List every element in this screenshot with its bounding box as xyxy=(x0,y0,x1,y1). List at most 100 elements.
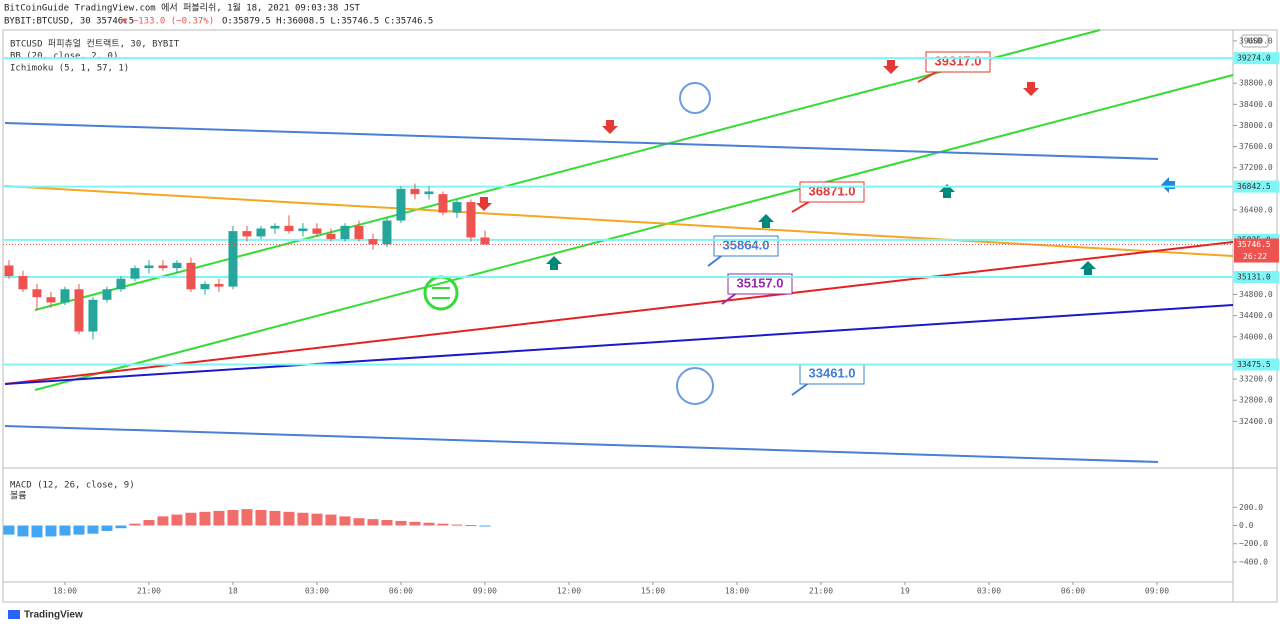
y-tick-label: 38400.0 xyxy=(1239,100,1273,109)
histogram-bar xyxy=(45,525,57,537)
emoji xyxy=(676,367,714,405)
candle-body xyxy=(200,283,210,290)
candle-body xyxy=(144,265,154,269)
y-tick-label: 0.0 xyxy=(1239,521,1254,530)
histogram-bar xyxy=(339,516,351,526)
y-tick-label: 34000.0 xyxy=(1239,332,1273,341)
y-tick-label: 38800.0 xyxy=(1239,79,1273,88)
price-label: 33475.5 xyxy=(1237,360,1271,369)
annotation-box xyxy=(925,51,991,73)
candle-body xyxy=(32,289,42,298)
arrow-down xyxy=(1023,82,1039,96)
candle-body xyxy=(60,289,70,303)
candle-body xyxy=(368,239,378,245)
histogram-bar xyxy=(437,523,449,526)
candle-body xyxy=(354,225,364,240)
candle-body xyxy=(158,265,168,269)
y-tick-label: 38000.0 xyxy=(1239,121,1273,130)
candle-body xyxy=(4,265,14,277)
x-tick-label: 15:00 xyxy=(641,587,665,596)
x-tick-label: 12:00 xyxy=(557,587,581,596)
candle-body xyxy=(382,220,392,245)
emoji xyxy=(679,82,711,114)
candle-body xyxy=(102,289,112,300)
y-tick-label: 37200.0 xyxy=(1239,163,1273,172)
annotation: 35864.0 xyxy=(723,237,770,252)
trend-line xyxy=(4,425,1159,463)
histogram-bar xyxy=(269,510,281,526)
trend-line xyxy=(34,74,1234,391)
x-tick-label: 06:00 xyxy=(1061,587,1085,596)
y-tick-label: 36400.0 xyxy=(1239,205,1273,214)
y-tick-label: 32400.0 xyxy=(1239,417,1273,426)
candle-body xyxy=(270,225,280,229)
candle-body xyxy=(298,228,308,232)
drawings xyxy=(4,29,1234,463)
price-label: 39274.0 xyxy=(1237,54,1271,63)
legend-ichimoku: Ichimoku (5, 1, 57, 1) xyxy=(10,64,129,74)
price-label-box xyxy=(1234,271,1279,284)
candle-body xyxy=(410,188,420,195)
histogram-bar xyxy=(297,512,309,526)
countdown: 26:22 xyxy=(1243,252,1267,261)
last-price: 35746.5 xyxy=(1237,240,1271,249)
x-tick-label: 21:00 xyxy=(809,587,833,596)
histogram-bar xyxy=(227,510,239,526)
legend-volume: 볼륨 xyxy=(10,491,27,502)
footer-logo: TradingView xyxy=(24,610,83,621)
histogram-bar xyxy=(101,525,113,531)
histogram-bar xyxy=(185,512,197,526)
candle-body xyxy=(256,228,266,237)
candle-body xyxy=(452,202,462,213)
candle-body xyxy=(46,297,56,303)
histogram-bar xyxy=(73,525,85,535)
annotation-box xyxy=(727,273,793,295)
symbol: BYBIT:BTCUSD, 30 35746.5 xyxy=(4,17,134,27)
candle-body xyxy=(424,191,434,195)
histogram-bar xyxy=(409,521,421,526)
candle-body xyxy=(18,276,28,290)
trend-line xyxy=(4,241,1234,385)
histogram-bar xyxy=(381,520,393,526)
arrow-down xyxy=(602,120,618,134)
histogram-bar xyxy=(115,525,127,529)
histogram-bar xyxy=(59,525,71,536)
x-tick-label: 18:00 xyxy=(725,587,749,596)
arrow-down xyxy=(476,197,492,211)
arrow-up xyxy=(546,256,562,270)
histogram-bar xyxy=(17,525,29,537)
y-tick-label: 37600.0 xyxy=(1239,142,1273,151)
y-tick-label: 32800.0 xyxy=(1239,396,1273,405)
histogram-bar xyxy=(241,509,253,526)
histogram-bar xyxy=(87,525,99,534)
price-label: 36842.5 xyxy=(1237,182,1271,191)
histogram-bar xyxy=(423,522,435,526)
candle-body xyxy=(172,262,182,269)
histogram-bar xyxy=(283,511,295,526)
change: ▼ −133.0 (−0.37%) xyxy=(122,17,214,27)
histogram-bar xyxy=(255,510,267,526)
price-label: 35131.0 xyxy=(1237,273,1271,282)
histogram-bar xyxy=(325,514,337,526)
candle-body xyxy=(186,262,196,290)
candle-body xyxy=(130,268,140,279)
arrow-down xyxy=(883,60,899,74)
candle-body xyxy=(228,231,238,287)
histogram-bar xyxy=(31,525,43,538)
y-tick-label: 33200.0 xyxy=(1239,375,1273,384)
x-tick-label: 09:00 xyxy=(1145,587,1169,596)
y-tick-label: 200.0 xyxy=(1239,503,1263,512)
y-tick-label: −400.0 xyxy=(1239,557,1268,566)
arrow-up xyxy=(758,214,774,228)
histogram-bar xyxy=(3,525,15,535)
histogram-bar xyxy=(367,519,379,526)
annotation: 35157.0 xyxy=(737,275,784,290)
histogram-bar xyxy=(395,520,407,526)
y-tick-label: −200.0 xyxy=(1239,539,1268,548)
x-tick-label: 19 xyxy=(900,587,910,596)
annotation-box xyxy=(713,235,779,257)
currency: USD xyxy=(1248,37,1263,46)
currency-box xyxy=(1241,34,1269,48)
